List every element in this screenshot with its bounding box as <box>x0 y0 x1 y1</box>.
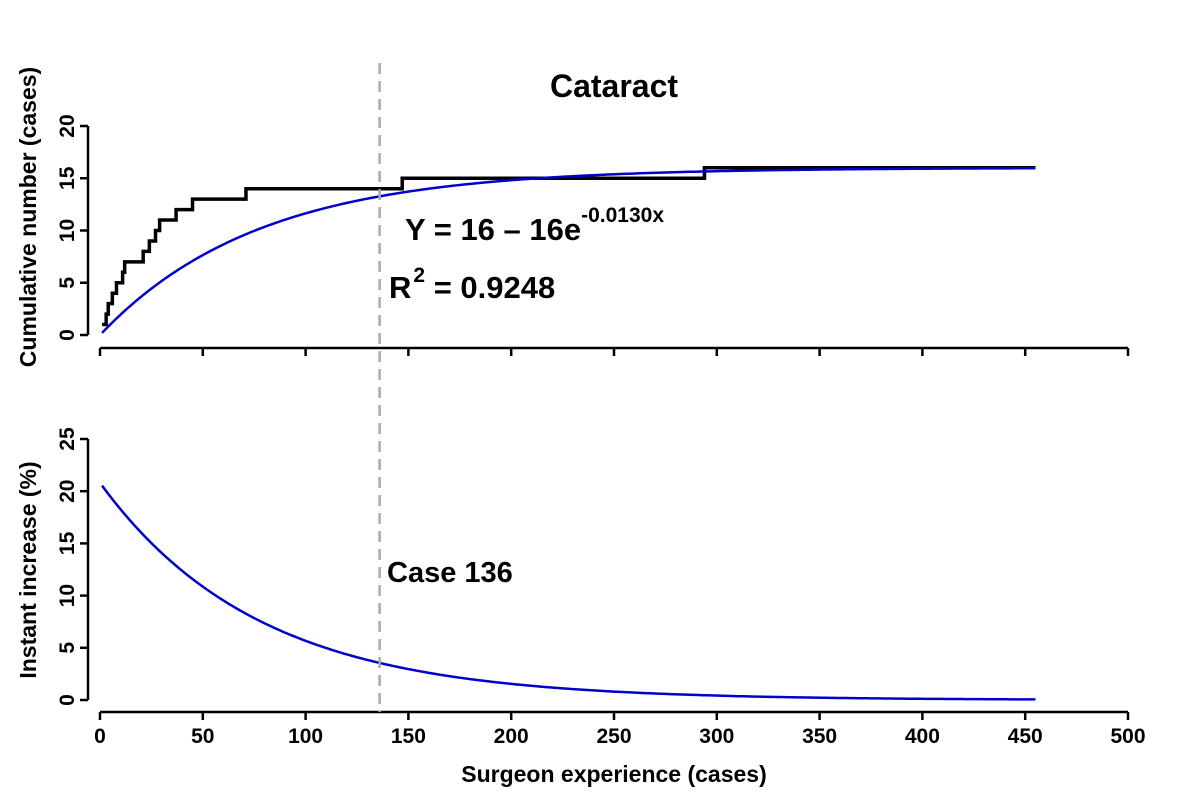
x-tick-label: 200 <box>494 725 529 748</box>
x-tick-label: 350 <box>802 725 837 748</box>
x-tick-label: 500 <box>1110 725 1145 748</box>
shared-layer: 0 50 100 150 200 250 300 350 400 450 500 <box>94 63 1146 748</box>
top-y-tick-label: 5 <box>56 277 79 289</box>
bottom-y-tick-label: 20 <box>56 480 79 503</box>
chart-title: Cataract <box>550 68 678 104</box>
bottom-fitted-curve <box>101 484 1036 701</box>
bottom-y-axis-title: Instant increase (%) <box>15 461 41 678</box>
bottom-y-tick-label: 0 <box>56 694 79 706</box>
top-y-axis-title: Cumulative number (cases) <box>15 67 41 367</box>
top-step-series <box>102 166 1036 327</box>
top-y-tick-label: 15 <box>56 166 79 190</box>
bottom-y-tick-label: 25 <box>56 427 79 451</box>
x-tick-label: 50 <box>191 725 214 748</box>
top-fitted-curve <box>101 167 1036 334</box>
bottom-panel: 0 5 10 15 20 25 <box>56 427 1130 720</box>
bottom-y-tick-label: 15 <box>56 531 79 555</box>
bottom-y-tick-label: 5 <box>56 642 79 654</box>
equation-annotation: Y = 16 – 16e-0.0130x <box>405 204 664 247</box>
top-y-tick-label: 20 <box>56 114 79 137</box>
x-tick-label: 450 <box>1008 725 1043 748</box>
bottom-y-tick-label: 10 <box>56 584 79 607</box>
x-tick-label: 300 <box>699 725 734 748</box>
top-panel: 0 5 10 15 20 <box>56 114 1130 356</box>
x-tick-label: 100 <box>288 725 323 748</box>
x-tick-label: 0 <box>94 725 106 748</box>
x-axis-title: Surgeon experience (cases) <box>461 761 767 787</box>
x-tick-label: 400 <box>905 725 940 748</box>
case-136-label: Case 136 <box>387 557 513 589</box>
x-tick-label: 250 <box>596 725 631 748</box>
x-tick-label: 150 <box>391 725 426 748</box>
r-squared-annotation: R2 = 0.9248 <box>389 264 555 305</box>
top-y-tick-label: 0 <box>56 329 79 341</box>
top-y-tick-label: 10 <box>56 219 79 242</box>
